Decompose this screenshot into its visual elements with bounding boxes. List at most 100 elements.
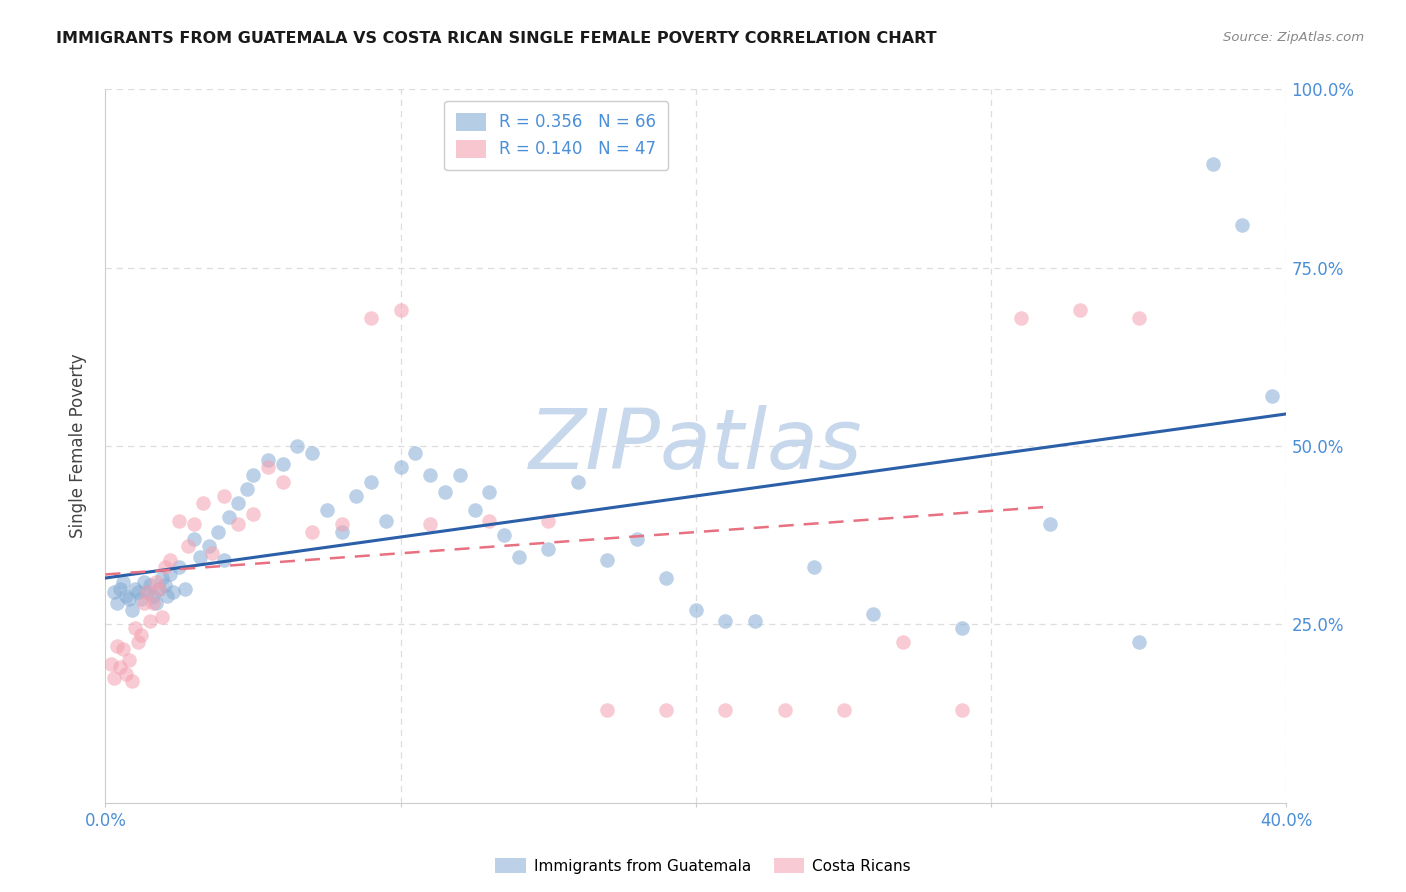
Point <box>330 517 353 532</box>
Point <box>1039 517 1062 532</box>
Point <box>1010 310 1032 325</box>
Point <box>950 621 973 635</box>
Point <box>464 503 486 517</box>
Point <box>271 457 294 471</box>
Point <box>1230 218 1253 232</box>
Point <box>177 539 200 553</box>
Point <box>626 532 648 546</box>
Point <box>191 496 214 510</box>
Point <box>287 439 309 453</box>
Point <box>478 514 501 528</box>
Point <box>950 703 973 717</box>
Point <box>129 628 152 642</box>
Point <box>150 610 173 624</box>
Point <box>207 524 229 539</box>
Point <box>103 585 125 599</box>
Point <box>405 446 427 460</box>
Point <box>145 574 167 589</box>
Point <box>714 703 737 717</box>
Point <box>127 635 149 649</box>
Point <box>169 514 191 528</box>
Point <box>135 585 157 599</box>
Point <box>256 453 278 467</box>
Point <box>1069 303 1091 318</box>
Point <box>389 460 412 475</box>
Point <box>242 467 264 482</box>
Point <box>891 635 914 649</box>
Point <box>188 549 211 564</box>
Point <box>169 560 191 574</box>
Point <box>508 549 530 564</box>
Point <box>744 614 766 628</box>
Legend: Immigrants from Guatemala, Costa Ricans: Immigrants from Guatemala, Costa Ricans <box>489 852 917 880</box>
Point <box>148 582 170 596</box>
Text: IMMIGRANTS FROM GUATEMALA VS COSTA RICAN SINGLE FEMALE POVERTY CORRELATION CHART: IMMIGRANTS FROM GUATEMALA VS COSTA RICAN… <box>56 31 936 46</box>
Point <box>115 667 138 681</box>
Point <box>132 574 155 589</box>
Text: ZIPatlas: ZIPatlas <box>529 406 863 486</box>
Point <box>360 475 382 489</box>
Point <box>301 524 323 539</box>
Point <box>153 578 176 592</box>
Point <box>301 446 323 460</box>
Point <box>121 674 143 689</box>
Point <box>174 582 197 596</box>
Point <box>655 571 678 585</box>
Point <box>148 582 170 596</box>
Point <box>315 503 337 517</box>
Point <box>596 553 619 567</box>
Point <box>138 614 162 628</box>
Point <box>153 560 176 574</box>
Point <box>832 703 855 717</box>
Point <box>110 660 132 674</box>
Point <box>1201 157 1223 171</box>
Point <box>103 671 125 685</box>
Y-axis label: Single Female Poverty: Single Female Poverty <box>69 354 87 538</box>
Point <box>212 489 235 503</box>
Point <box>803 560 825 574</box>
Point <box>419 517 441 532</box>
Point <box>434 485 457 500</box>
Point <box>135 585 157 599</box>
Point <box>242 507 264 521</box>
Point <box>105 596 128 610</box>
Point <box>150 571 173 585</box>
Point <box>112 574 135 589</box>
Point <box>183 517 205 532</box>
Point <box>132 596 155 610</box>
Point <box>236 482 259 496</box>
Point <box>271 475 294 489</box>
Point <box>596 703 619 717</box>
Point <box>419 467 441 482</box>
Point <box>685 603 707 617</box>
Point <box>138 578 162 592</box>
Point <box>1128 310 1150 325</box>
Point <box>162 585 184 599</box>
Legend: R = 0.356   N = 66, R = 0.140   N = 47: R = 0.356 N = 66, R = 0.140 N = 47 <box>444 101 668 170</box>
Point <box>183 532 205 546</box>
Point <box>129 592 152 607</box>
Point <box>142 589 165 603</box>
Point <box>374 514 398 528</box>
Point <box>115 589 138 603</box>
Point <box>112 642 135 657</box>
Point <box>145 596 167 610</box>
Point <box>537 514 560 528</box>
Point <box>197 539 219 553</box>
Point <box>124 582 146 596</box>
Point <box>1260 389 1282 403</box>
Point <box>212 553 235 567</box>
Point <box>226 517 250 532</box>
Point <box>121 603 143 617</box>
Point <box>360 310 382 325</box>
Point <box>655 703 678 717</box>
Point <box>100 657 122 671</box>
Point <box>124 621 146 635</box>
Point <box>110 582 132 596</box>
Text: Source: ZipAtlas.com: Source: ZipAtlas.com <box>1223 31 1364 45</box>
Point <box>256 460 278 475</box>
Point <box>1128 635 1150 649</box>
Point <box>226 496 250 510</box>
Point <box>773 703 796 717</box>
Point <box>201 546 224 560</box>
